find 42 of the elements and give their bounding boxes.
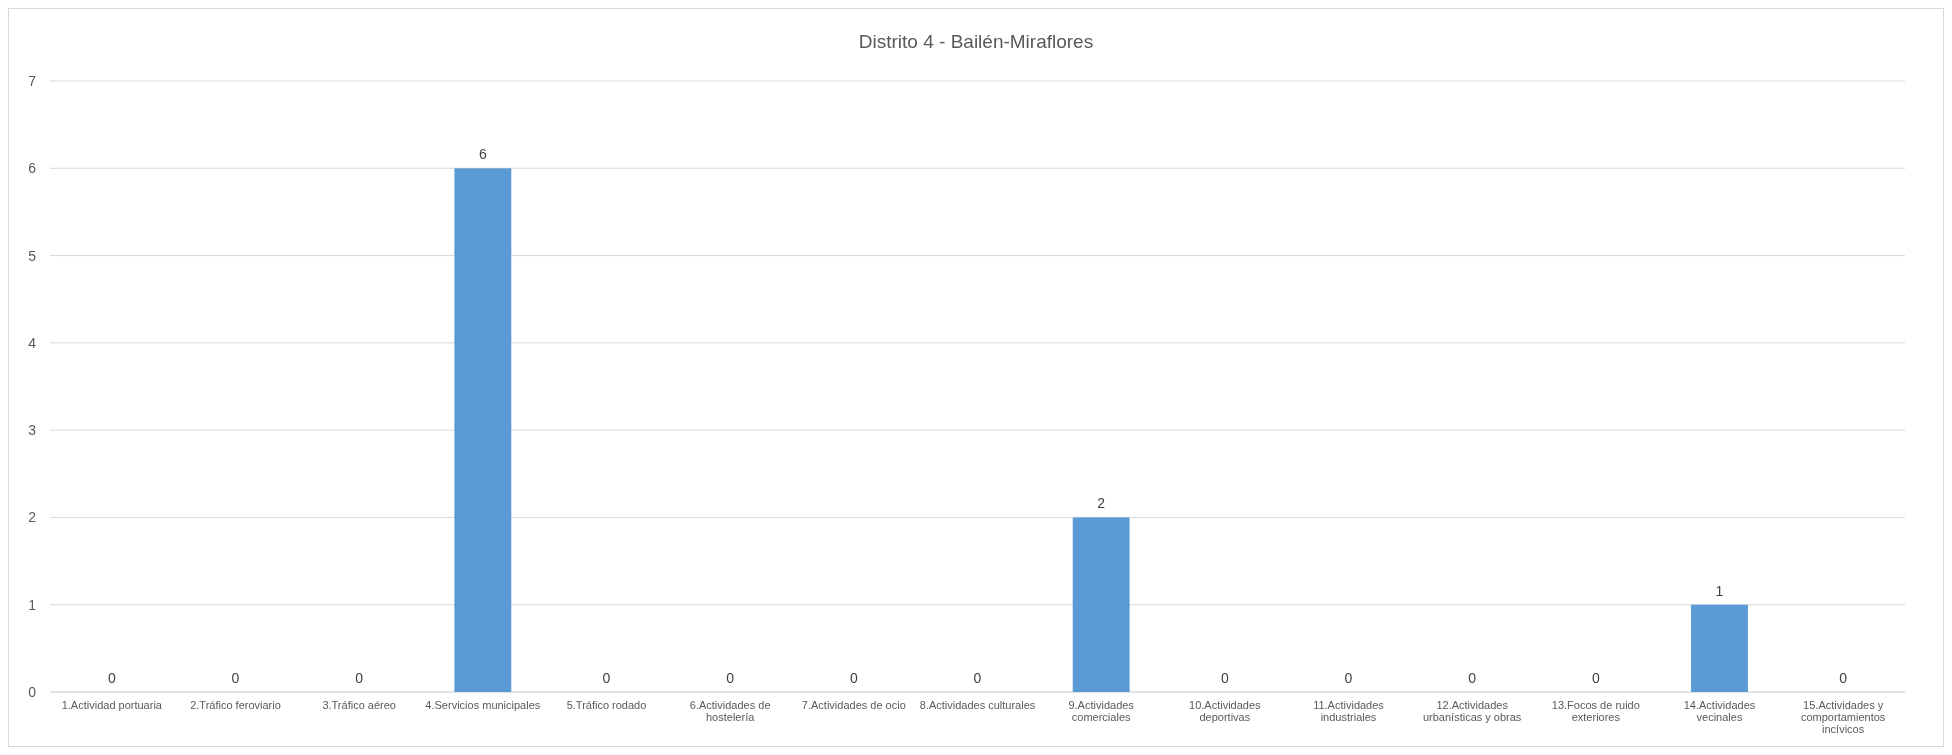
bar	[1072, 517, 1130, 692]
x-tick-label: 14.Actividades vecinales	[1683, 699, 1756, 723]
x-tick-label: 11.Actividades industriales	[1313, 699, 1385, 723]
y-tick-label: 5	[28, 247, 37, 264]
x-tick-label: 5.Tráfico rodado	[566, 699, 647, 711]
x-tick-label: 12.Actividades urbanísticas y obras	[1422, 699, 1522, 723]
data-label: 0	[973, 670, 982, 686]
x-tick-label: 15.Actividades y comportamientos incívicos	[1800, 699, 1886, 735]
x-tick-label: 13.Focos de ruido exteriores	[1551, 699, 1640, 723]
x-tick-label: 4.Servicios municipales	[425, 699, 541, 711]
data-label: 0	[1220, 670, 1229, 686]
x-tick-label: 3.Tráfico aéreo	[322, 699, 396, 711]
data-label: 1	[1715, 582, 1724, 599]
y-tick-label: 4	[28, 334, 37, 351]
x-tick-label: 1.Actividad portuaria	[61, 699, 163, 711]
data-label: 2	[1097, 495, 1106, 512]
y-tick-label: 0	[28, 684, 37, 700]
y-tick-label: 6	[28, 160, 37, 177]
bar	[1691, 604, 1748, 692]
x-tick-label: 2.Tráfico feroviario	[190, 699, 281, 711]
data-label: 0	[1344, 670, 1353, 686]
x-tick-label: 7.Actividades de ocio	[801, 699, 906, 711]
data-label: 0	[107, 670, 116, 686]
data-label: 0	[1468, 670, 1477, 686]
data-label: 0	[726, 670, 735, 686]
x-tick-label: 8.Actividades culturales	[919, 699, 1036, 711]
x-tick-label: 6.Actividades de hostelería	[689, 699, 771, 723]
x-tick-label: 10.Actividades deportivas	[1189, 699, 1262, 723]
y-tick-label: 2	[28, 509, 37, 526]
data-label: 0	[1591, 670, 1600, 686]
data-label: 6	[478, 146, 487, 163]
data-label: 0	[355, 670, 364, 686]
y-tick-label: 3	[28, 422, 37, 439]
chart-title: Distrito 4 - Bailén-Miraflores	[858, 31, 1094, 52]
bar	[454, 168, 512, 692]
data-label: 0	[231, 670, 240, 686]
y-tick-label: 1	[28, 596, 37, 613]
data-label: 0	[602, 670, 611, 686]
y-tick-label: 7	[28, 73, 37, 89]
x-tick-label: 9.Actividades comerciales	[1068, 699, 1135, 723]
data-label: 0	[849, 670, 858, 686]
data-label: 0	[1839, 670, 1848, 686]
